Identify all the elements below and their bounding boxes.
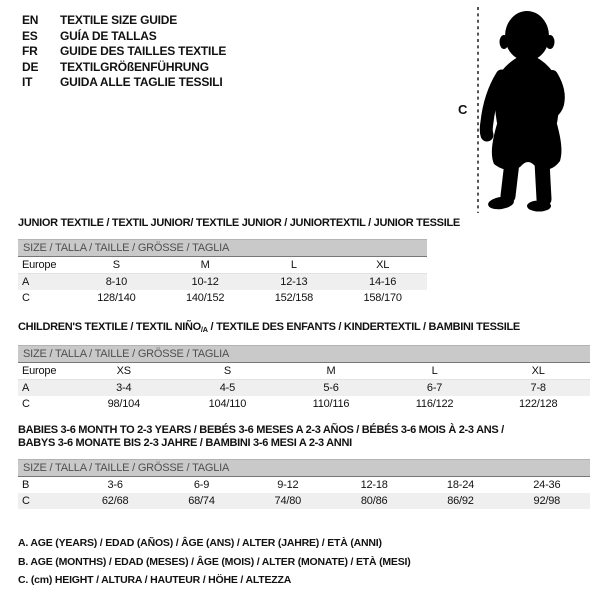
junior-size-table: Europe S M L XL A 8-10 10-12 12-13 14-16… bbox=[18, 257, 427, 306]
header-cell: Europe bbox=[18, 363, 72, 380]
table-cell: 116/122 bbox=[415, 398, 454, 410]
section-title: CHILDREN'S TEXTILE / TEXTIL NIÑO/A / TEX… bbox=[18, 321, 520, 334]
language-title: GUÍA DE TALLAS bbox=[60, 28, 157, 43]
size-header-bar: SIZE / TALLA / TAILLE / GRÖSSE / TAGLIA bbox=[18, 345, 590, 363]
row-label: A bbox=[18, 273, 72, 290]
section-title-line1: BABIES 3-6 MONTH TO 2-3 YEARS / BEBÉS 3-… bbox=[18, 424, 504, 436]
table-cell: 10-12 bbox=[160, 273, 250, 290]
header-cell: L bbox=[249, 257, 339, 274]
babies-size-table: B 3-6 6-9 9-12 12-18 18-24 24-36 C 62/68… bbox=[18, 477, 590, 509]
footnote-a: A. AGE (YEARS) / EDAD (AÑOS) / ÂGE (ANS)… bbox=[18, 537, 382, 549]
table-cell: 98/104 bbox=[107, 398, 141, 410]
table-cell: 18-24 bbox=[446, 479, 475, 491]
table-cell: 3-4 bbox=[72, 379, 176, 396]
table-cell: 12-13 bbox=[249, 273, 339, 290]
childrens-size-table: Europe XS S M L XL A 3-4 4-5 5-6 6-7 7-8… bbox=[18, 363, 590, 412]
table-cell: 68/74 bbox=[158, 493, 245, 509]
table-header-row: Europe S M L XL bbox=[18, 257, 427, 274]
language-title: TEXTILE SIZE GUIDE bbox=[60, 13, 178, 27]
legend-footnotes: A. AGE (YEARS) / EDAD (AÑOS) / ÂGE (ANS)… bbox=[18, 534, 411, 590]
language-row: DE TEXTILGRÖßENFÜHRUNG bbox=[22, 60, 226, 76]
table-cell: 110/116 bbox=[312, 398, 350, 410]
table-row: C 98/104 104/110 110/116 116/122 122/128 bbox=[18, 396, 590, 412]
baby-silhouette bbox=[477, 7, 565, 213]
header-cell: S bbox=[175, 363, 280, 380]
table-cell: 92/98 bbox=[503, 493, 590, 509]
row-label: C bbox=[22, 398, 30, 410]
section-babies-textile: BABIES 3-6 MONTH TO 2-3 YEARS / BEBÉS 3-… bbox=[18, 424, 590, 509]
language-title-list: EN TEXTILE SIZE GUIDE ES GUÍA DE TALLAS … bbox=[22, 13, 226, 91]
table-row: A 3-4 4-5 5-6 6-7 7-8 bbox=[18, 379, 590, 396]
header-cell: S bbox=[72, 257, 161, 274]
language-code: DE bbox=[22, 59, 39, 74]
table-cell: 4-5 bbox=[175, 379, 280, 396]
section-junior-textile: JUNIOR TEXTILE / TEXTIL JUNIOR/ TEXTILE … bbox=[18, 217, 460, 306]
subscript: /A bbox=[200, 325, 208, 334]
table-cell: 104/110 bbox=[208, 398, 247, 410]
table-cell: 152/158 bbox=[274, 292, 314, 304]
table-row: C 128/140 140/152 152/158 158/170 bbox=[18, 290, 427, 306]
language-code: IT bbox=[22, 75, 33, 89]
footnote-b: B. AGE (MONTHS) / EDAD (MESES) / ÂGE (MO… bbox=[18, 555, 411, 568]
table-cell: 14-16 bbox=[338, 273, 427, 290]
table-cell: 158/170 bbox=[363, 292, 402, 304]
language-title: GUIDE DES TAILLES TEXTILE bbox=[60, 44, 227, 58]
table-cell: 122/128 bbox=[519, 398, 558, 410]
section-childrens-textile: CHILDREN'S TEXTILE / TEXTIL NIÑO/A / TEX… bbox=[18, 321, 590, 412]
language-code: EN bbox=[22, 13, 39, 27]
table-cell: 140/152 bbox=[185, 292, 225, 304]
size-header-bar: SIZE / TALLA / TAILLE / GRÖSSE / TAGLIA bbox=[18, 239, 427, 257]
height-dimension-label: C bbox=[458, 102, 468, 117]
table-cell: 6-7 bbox=[382, 379, 487, 396]
table-cell: 8-10 bbox=[72, 273, 161, 290]
header-cell: M bbox=[160, 257, 250, 274]
section-title: JUNIOR TEXTILE / TEXTIL JUNIOR/ TEXTILE … bbox=[18, 217, 460, 229]
section-title: BABIES 3-6 MONTH TO 2-3 YEARS / BEBÉS 3-… bbox=[18, 424, 590, 450]
table-row: A 8-10 10-12 12-13 14-16 bbox=[18, 273, 427, 290]
footnote-c: C. (cm) HEIGHT / ALTURA / HAUTEUR / HÖHE… bbox=[18, 574, 292, 586]
table-row: B 3-6 6-9 9-12 12-18 18-24 24-36 bbox=[18, 477, 590, 493]
language-row: IT GUIDA ALLE TAGLIE TESSILI bbox=[22, 75, 226, 91]
header-cell: XL bbox=[486, 363, 590, 380]
table-cell: 62/68 bbox=[72, 493, 159, 509]
table-cell: 86/92 bbox=[417, 493, 504, 509]
table-cell: 7-8 bbox=[486, 379, 590, 396]
language-row: FR GUIDE DES TAILLES TEXTILE bbox=[22, 44, 226, 60]
language-code: FR bbox=[22, 44, 38, 58]
table-cell: 74/80 bbox=[244, 493, 331, 509]
table-row: C 62/68 68/74 74/80 80/86 86/92 92/98 bbox=[18, 493, 590, 509]
language-title: TEXTILGRÖßENFÜHRUNG bbox=[60, 59, 209, 74]
baby-silhouette-shape bbox=[479, 11, 565, 212]
section-title-line2: BABYS 3-6 MONATE BIS 2-3 JAHRE / BAMBINI… bbox=[18, 437, 352, 449]
language-row: EN TEXTILE SIZE GUIDE bbox=[22, 13, 226, 29]
table-cell: 3-6 bbox=[107, 479, 124, 491]
height-diagram: C bbox=[456, 0, 596, 218]
table-header-row: Europe XS S M L XL bbox=[18, 363, 590, 380]
table-cell: 9-12 bbox=[277, 479, 299, 491]
table-cell: 80/86 bbox=[330, 493, 418, 509]
header-cell: L bbox=[382, 363, 487, 380]
row-label: C bbox=[18, 493, 72, 509]
table-cell: 128/140 bbox=[97, 292, 136, 304]
language-code: ES bbox=[22, 28, 38, 43]
language-row: ES GUÍA DE TALLAS bbox=[22, 29, 226, 45]
table-cell: 5-6 bbox=[279, 379, 383, 396]
header-cell: XL bbox=[338, 257, 427, 274]
table-cell: 6-9 bbox=[193, 479, 210, 491]
size-header-bar: SIZE / TALLA / TAILLE / GRÖSSE / TAGLIA bbox=[18, 459, 590, 477]
language-title: GUIDA ALLE TAGLIE TESSILI bbox=[60, 75, 223, 89]
row-label: C bbox=[22, 292, 30, 304]
header-cell: Europe bbox=[18, 257, 72, 274]
table-cell: 12-18 bbox=[360, 479, 388, 491]
row-label: A bbox=[18, 379, 72, 396]
table-cell: 24-36 bbox=[533, 479, 561, 491]
row-label: B bbox=[22, 479, 30, 491]
header-cell: M bbox=[279, 363, 383, 380]
header-cell: XS bbox=[72, 363, 176, 380]
